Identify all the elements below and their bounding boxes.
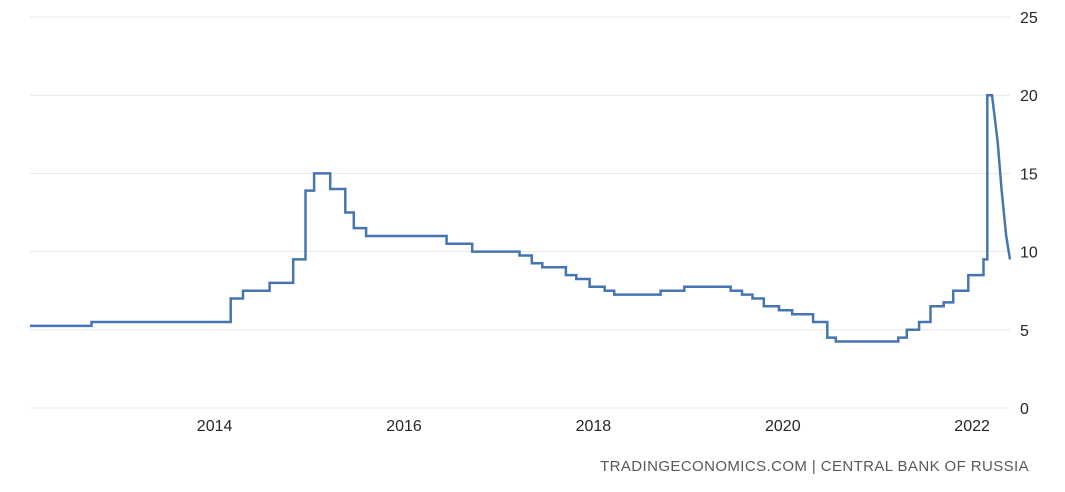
y-axis-label: 10 [1020,245,1038,262]
rate-series-line [30,93,1012,343]
chart-attribution: TRADINGECONOMICS.COM | CENTRAL BANK OF R… [600,458,1029,475]
y-axis-label: 5 [1020,323,1029,340]
x-axis-label: 2016 [386,418,422,435]
y-axis-label: 15 [1020,166,1038,183]
x-axis-label: 2014 [197,418,233,435]
x-axis-label: 2022 [954,418,990,435]
x-axis-label: 2020 [765,418,801,435]
x-axis-label: 2018 [576,418,612,435]
y-axis-label: 0 [1020,401,1029,418]
y-axis-label: 20 [1020,88,1038,105]
y-axis-label: 25 [1020,10,1038,27]
